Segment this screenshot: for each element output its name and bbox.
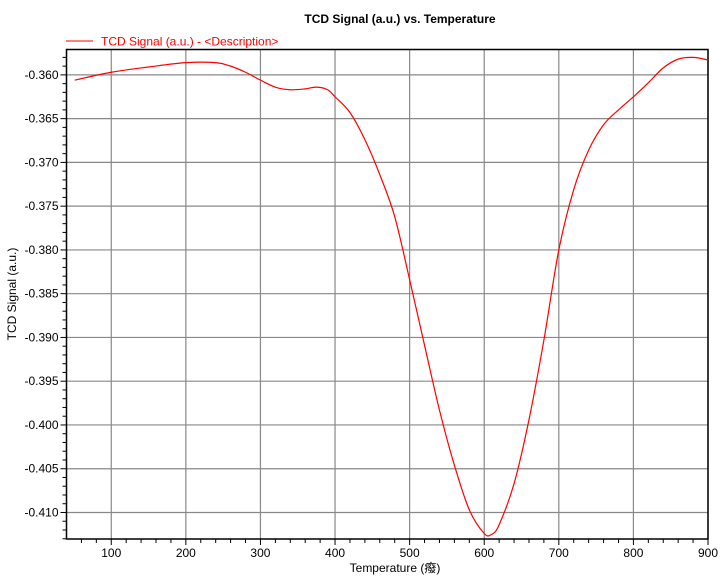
y-tick-label: -0.365 — [24, 112, 58, 126]
x-axis-label: Temperature (癈) — [350, 560, 441, 575]
x-tick-label: 800 — [623, 546, 643, 560]
x-tick-label: 400 — [325, 546, 345, 560]
y-tick-labels: -0.360 -0.365 -0.370 -0.375 -0.380 -0.385 -0.3… — [24, 68, 58, 520]
legend: TCD Signal (a.u.) - <Description> — [66, 35, 278, 49]
x-tick-label: 300 — [250, 546, 270, 560]
y-tick-label: -0.400 — [24, 418, 58, 432]
y-tick-label: -0.360 — [24, 68, 58, 82]
x-tick-label: 500 — [400, 546, 420, 560]
y-tick-label: -0.405 — [24, 462, 58, 476]
x-tick-label: 100 — [101, 546, 121, 560]
y-tick-label: -0.410 — [24, 505, 58, 519]
series-line-tcd-signal — [74, 56, 709, 537]
x-tick-label: 900 — [698, 546, 718, 560]
y-tick-label: -0.375 — [24, 199, 58, 213]
y-tick-label: -0.385 — [24, 287, 58, 301]
grid — [66, 49, 709, 539]
legend-label: TCD Signal (a.u.) - <Description> — [101, 35, 278, 49]
y-tick-label: -0.370 — [24, 155, 58, 169]
y-tick-label: -0.395 — [24, 374, 58, 388]
x-tick-label: 700 — [549, 546, 569, 560]
axes — [60, 48, 709, 545]
y-axis-label: TCD Signal (a.u.) — [5, 248, 19, 341]
x-tick-label: 600 — [474, 546, 494, 560]
x-tick-labels: 100 200 300 400 500 600 700 800 900 — [101, 546, 718, 560]
x-tick-label: 200 — [176, 546, 196, 560]
y-tick-label: -0.390 — [24, 330, 58, 344]
plot-frame — [65, 48, 709, 540]
chart-title: TCD Signal (a.u.) vs. Temperature — [304, 12, 495, 26]
y-tick-label: -0.380 — [24, 243, 58, 257]
